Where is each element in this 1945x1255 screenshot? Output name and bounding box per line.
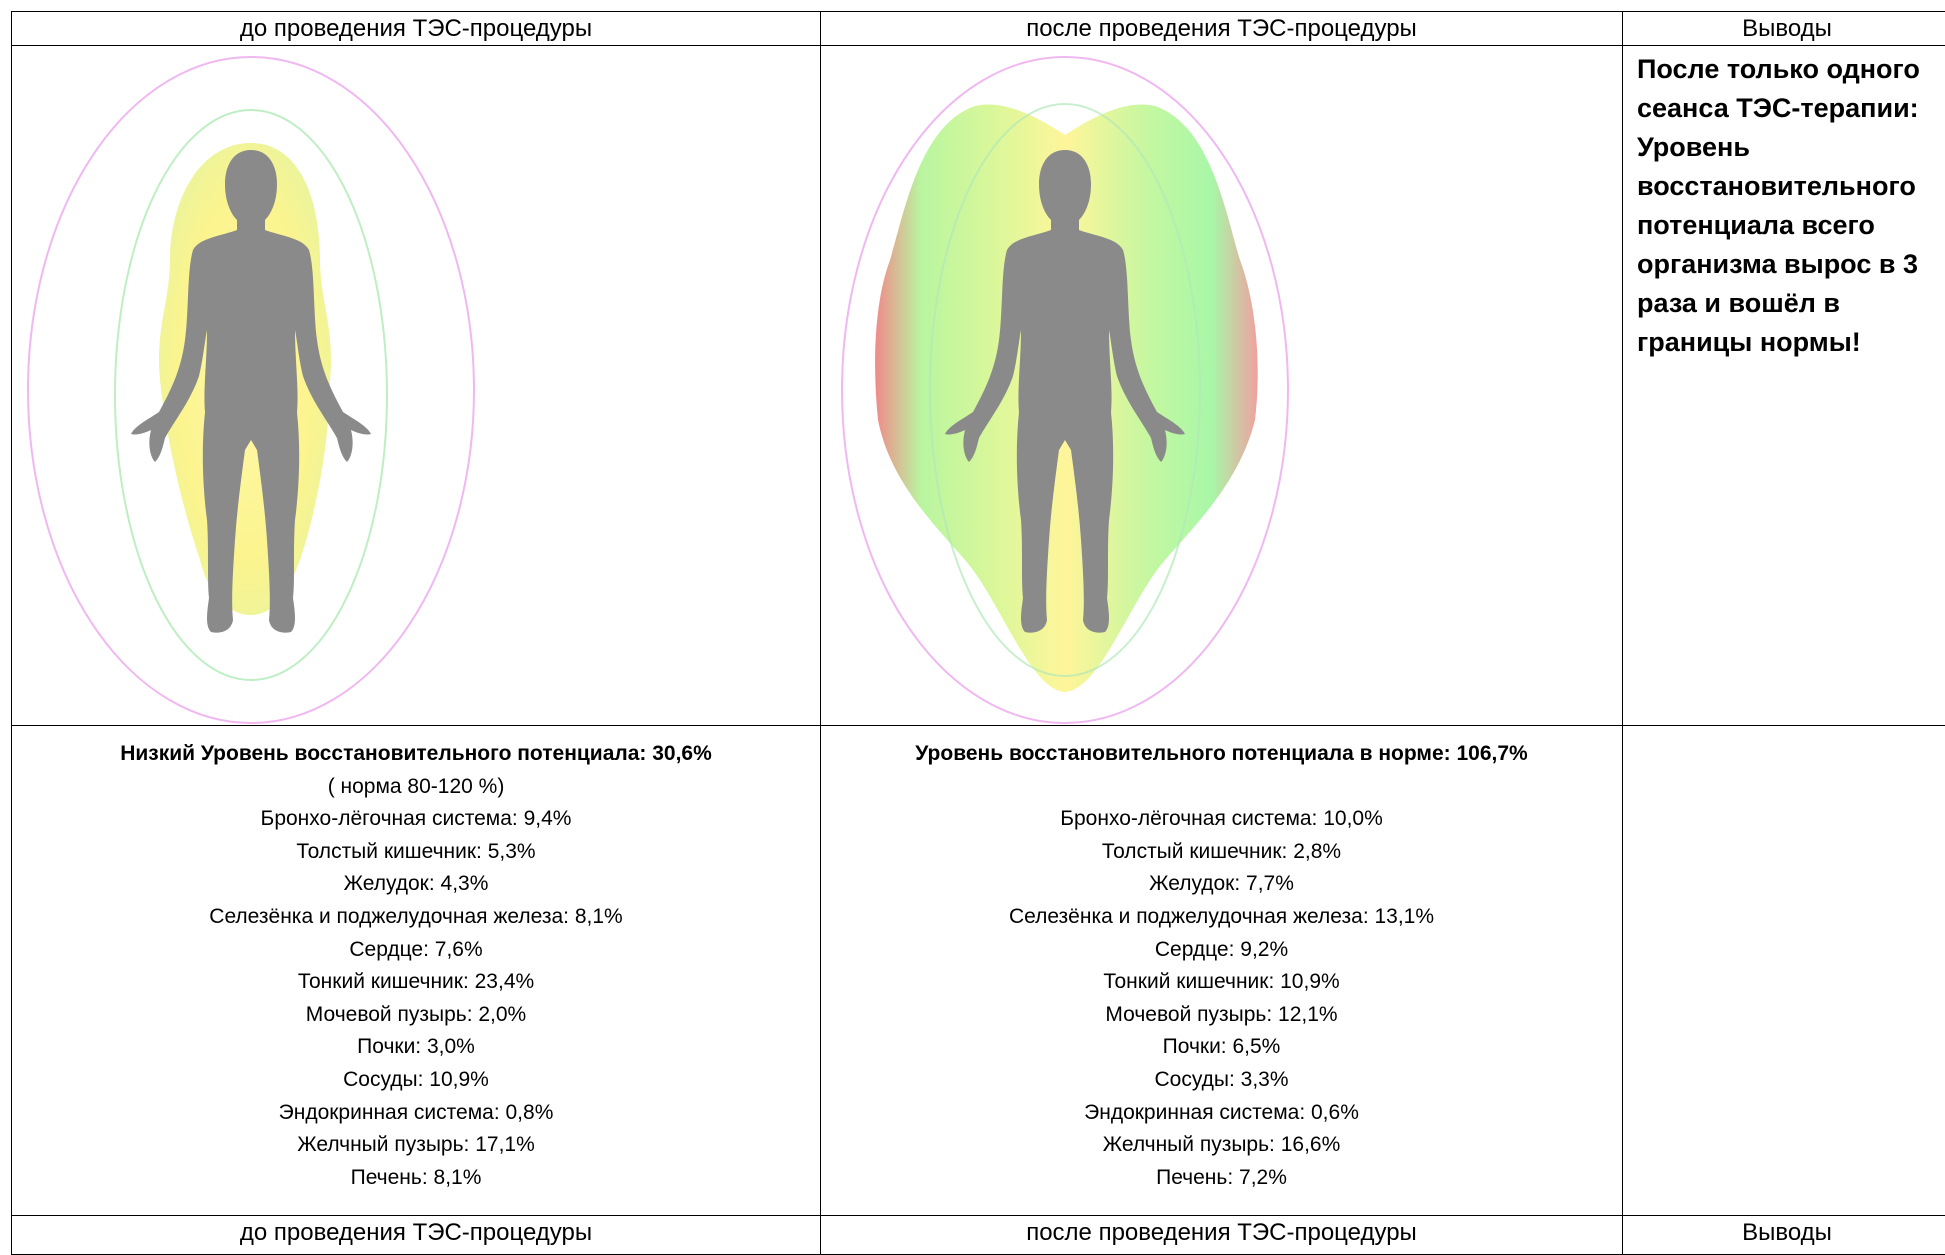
header-cell: Выводы <box>1622 11 1945 46</box>
spacer <box>821 771 1622 804</box>
list-item: Сосуды: 10,9% <box>343 1067 489 1091</box>
list-item: Сердце: 9,2% <box>1154 937 1289 961</box>
list-item: Почки: 6,5% <box>1162 1035 1281 1059</box>
list-item: Желчный пузырь: 17,1% <box>297 1133 535 1157</box>
image-cell <box>11 45 821 726</box>
list-item: Желудок: 4,3% <box>343 872 489 896</box>
list-item: Селезёнка и поджелудочная железа: 13,1% <box>1008 904 1435 928</box>
header-cell: после проведения ТЭС-процедуры <box>820 11 1623 46</box>
footer-cell: Выводы <box>1622 1215 1945 1255</box>
before-list: Низкий Уровень восстановительного потенц… <box>11 725 821 1216</box>
list-item: Желудок: 7,7% <box>1149 872 1294 896</box>
list-item: Почки: 3,0% <box>357 1035 475 1059</box>
list-item: Эндокринная система: 0,6% <box>1084 1100 1359 1124</box>
list-item: Толстый кишечник: 5,3% <box>296 839 536 863</box>
list-item: Селезёнка и поджелудочная железа: 8,1% <box>209 904 623 928</box>
list-item: Бронхо-лёгочная система: 10,0% <box>1060 807 1383 831</box>
list-item: Мочевой пузырь: 2,0% <box>305 1002 527 1026</box>
after-list: Уровень восстановительного потенциала в … <box>820 725 1623 1216</box>
image-cell <box>820 45 1623 726</box>
list-item: Печень: 8,1% <box>350 1165 482 1189</box>
header-cell: до проведения ТЭС-процедуры <box>11 11 821 46</box>
list-item: Эндокринная система: 0,8% <box>278 1100 554 1124</box>
list-item: Бронхо-лёгочная система: 9,4% <box>260 807 572 831</box>
list-item: Мочевой пузырь: 12,1% <box>1105 1002 1338 1026</box>
list-item: Желчный пузырь: 16,6% <box>1102 1133 1341 1157</box>
empty-cell <box>1622 725 1945 1216</box>
footer-cell: после проведения ТЭС-процедуры <box>820 1215 1623 1255</box>
list-item: Сердце: 7,6% <box>349 937 483 961</box>
before-note: ( норма 80-120 %) <box>327 774 505 798</box>
after-title: Уровень восстановительного потенциала в … <box>915 742 1528 765</box>
conclusion: После только одного сеанса ТЭС-терапии: … <box>1622 45 1945 726</box>
footer-cell: до проведения ТЭС-процедуры <box>11 1215 821 1255</box>
before-title: Низкий Уровень восстановительного потенц… <box>120 742 712 765</box>
list-item: Толстый кишечник: 2,8% <box>1101 839 1342 863</box>
list-item: Сосуды: 3,3% <box>1154 1067 1289 1091</box>
list-item: Печень: 7,2% <box>1156 1165 1287 1189</box>
list-item: Тонкий кишечник: 23,4% <box>297 970 535 994</box>
list-item: Тонкий кишечник: 10,9% <box>1103 970 1340 994</box>
